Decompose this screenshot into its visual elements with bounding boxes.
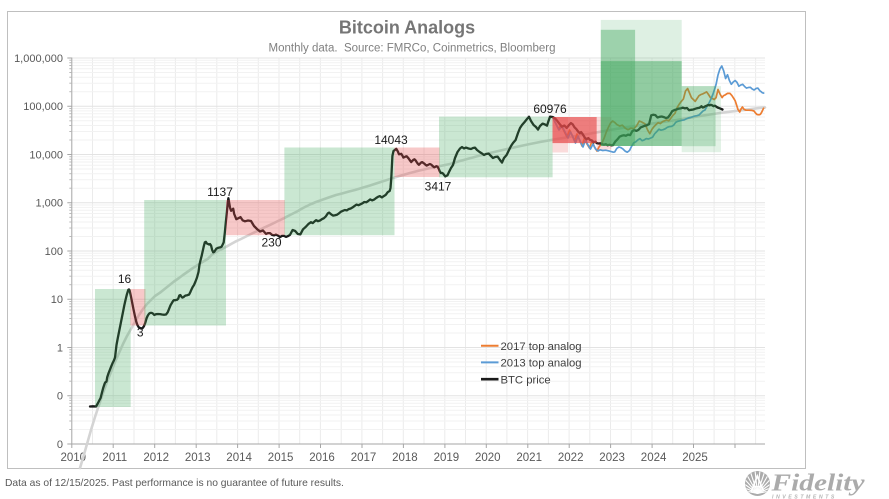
svg-text:2016: 2016: [309, 452, 335, 464]
svg-text:100,000: 100,000: [23, 101, 63, 113]
svg-text:2014: 2014: [226, 452, 252, 464]
svg-text:2010: 2010: [61, 452, 87, 464]
svg-text:0: 0: [57, 439, 63, 451]
svg-text:10,000: 10,000: [29, 149, 63, 161]
svg-text:2023: 2023: [599, 452, 625, 464]
svg-text:0: 0: [57, 391, 63, 403]
svg-text:230: 230: [261, 236, 281, 250]
svg-text:2012: 2012: [143, 452, 169, 464]
svg-text:1,000,000: 1,000,000: [14, 53, 63, 65]
svg-text:3: 3: [137, 326, 144, 340]
svg-text:2018: 2018: [392, 452, 418, 464]
svg-text:1: 1: [57, 342, 63, 354]
svg-text:2024: 2024: [641, 452, 667, 464]
svg-text:10: 10: [51, 294, 63, 306]
svg-text:14043: 14043: [374, 133, 408, 147]
svg-text:2017 top analog: 2017 top analog: [501, 341, 582, 353]
svg-text:2017: 2017: [351, 452, 377, 464]
svg-text:Bitcoin Analogs: Bitcoin Analogs: [339, 18, 475, 38]
svg-text:100: 100: [45, 246, 63, 258]
svg-text:1137: 1137: [207, 185, 233, 199]
svg-text:Fidelity: Fidelity: [770, 471, 865, 497]
svg-text:2022: 2022: [558, 452, 584, 464]
svg-text:Data as of 12/15/2025. Past pe: Data as of 12/15/2025. Past performance …: [5, 478, 344, 489]
svg-text:2019: 2019: [434, 452, 460, 464]
svg-text:Monthly data. Source: FMRCo,: Monthly data. Source: FMRCo, Coinmetrics…: [269, 43, 556, 55]
svg-text:INVESTMENTS: INVESTMENTS: [772, 495, 837, 499]
svg-text:2013 top analog: 2013 top analog: [501, 358, 582, 370]
svg-text:BTC price: BTC price: [501, 374, 551, 386]
svg-text:60976: 60976: [533, 102, 567, 116]
svg-text:2015: 2015: [268, 452, 294, 464]
svg-text:2020: 2020: [475, 452, 501, 464]
svg-text:2011: 2011: [102, 452, 127, 464]
svg-text:16: 16: [118, 272, 132, 286]
svg-text:2025: 2025: [682, 452, 708, 464]
svg-text:2021: 2021: [516, 452, 542, 464]
svg-text:1,000: 1,000: [35, 198, 63, 210]
svg-text:3417: 3417: [425, 180, 452, 194]
svg-text:2013: 2013: [185, 452, 211, 464]
